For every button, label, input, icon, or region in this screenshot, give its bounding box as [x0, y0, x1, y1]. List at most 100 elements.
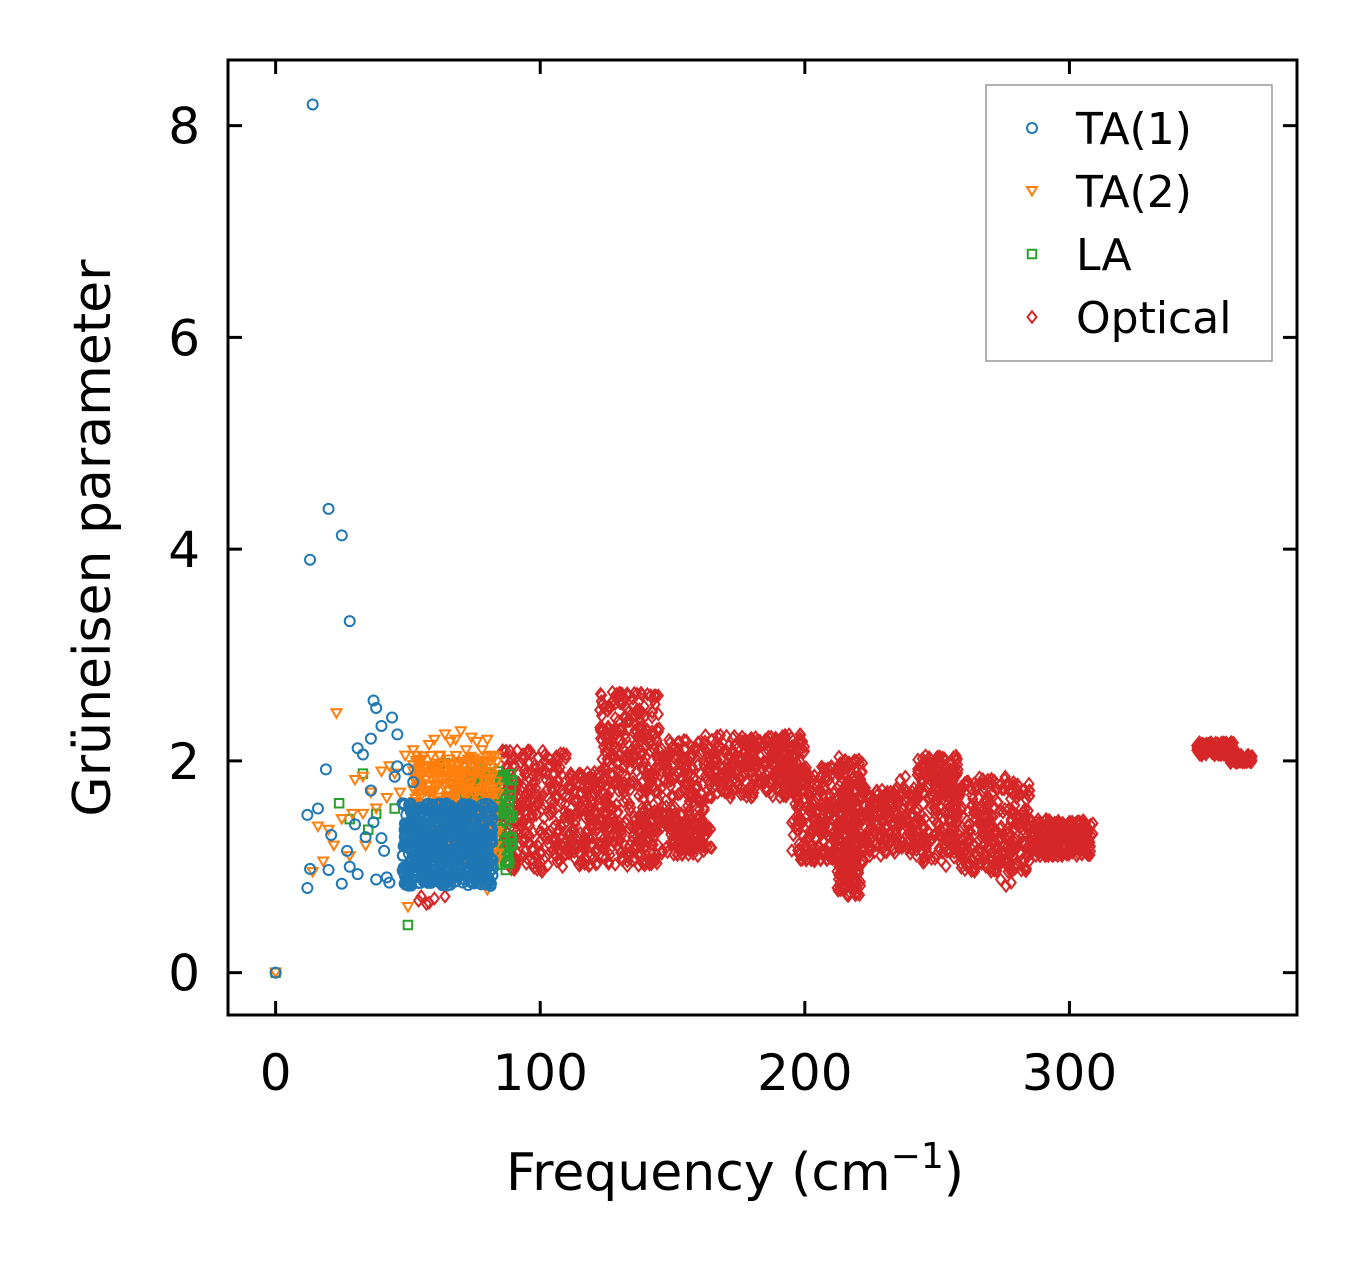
legend-marker — [1025, 186, 1039, 198]
data-point — [542, 857, 554, 873]
data-point — [680, 776, 693, 792]
data-point — [641, 722, 653, 738]
data-point — [607, 776, 620, 792]
data-point — [655, 787, 667, 803]
axis-ticks: 0 100 200 300 0 2 4 6 8 — [168, 60, 1297, 1102]
data-point — [792, 842, 805, 858]
data-point — [677, 823, 690, 839]
data-point — [422, 740, 436, 752]
data-point — [322, 863, 335, 876]
data-point — [547, 784, 559, 800]
data-point — [617, 735, 629, 751]
data-point — [647, 768, 659, 784]
data-point — [364, 787, 378, 800]
data-point — [984, 860, 997, 876]
data-point — [311, 821, 325, 834]
data-point — [599, 768, 611, 784]
data-point — [898, 797, 910, 813]
data-point — [895, 785, 907, 801]
data-point — [711, 741, 724, 756]
data-point — [847, 770, 859, 785]
data-point — [1012, 778, 1025, 794]
data-point — [655, 741, 668, 757]
data-point — [998, 772, 1011, 787]
data-point — [927, 770, 940, 786]
data-point — [843, 757, 856, 772]
data-point — [625, 846, 637, 862]
data-point — [475, 878, 488, 891]
data-point — [591, 855, 604, 871]
data-point — [683, 794, 696, 809]
data-point — [463, 751, 478, 764]
data-point — [630, 763, 643, 779]
data-point — [783, 751, 795, 767]
data-point — [899, 769, 912, 785]
data-point — [335, 529, 348, 542]
data-point — [649, 730, 662, 746]
data-point — [631, 829, 643, 845]
data-point — [687, 793, 700, 809]
data-point — [920, 834, 933, 850]
data-point — [1191, 742, 1203, 758]
data-point — [885, 832, 897, 848]
data-point — [760, 767, 772, 782]
data-point — [1023, 853, 1036, 869]
data-point — [335, 877, 348, 890]
data-point — [465, 871, 478, 884]
data-point — [555, 767, 568, 783]
data-point — [681, 788, 694, 803]
data-point — [956, 820, 969, 836]
data-point — [679, 741, 691, 756]
data-point — [383, 876, 396, 889]
data-point — [1030, 814, 1042, 830]
data-point — [556, 859, 569, 875]
data-point — [1205, 744, 1218, 760]
data-point — [849, 886, 861, 902]
data-point — [333, 797, 345, 809]
data-point — [627, 697, 640, 713]
data-point — [664, 800, 677, 816]
data-point — [1011, 839, 1024, 854]
data-point — [833, 778, 846, 794]
data-point — [370, 701, 383, 714]
data-point — [506, 751, 518, 766]
data-point — [517, 747, 529, 762]
data-point — [896, 833, 909, 849]
data-point — [803, 783, 816, 798]
data-point — [537, 787, 549, 803]
data-point — [768, 755, 781, 771]
data-point — [1003, 857, 1015, 873]
data-point — [787, 827, 800, 843]
data-point — [367, 694, 380, 707]
data-point — [611, 838, 624, 854]
data-point — [970, 780, 983, 796]
data-point — [675, 754, 687, 769]
data-point — [941, 801, 954, 817]
data-point — [489, 776, 504, 789]
data-point — [902, 820, 914, 836]
data-point — [642, 802, 655, 817]
data-point — [787, 813, 800, 829]
data-point — [427, 734, 442, 747]
data-point — [304, 553, 317, 566]
data-point — [794, 846, 807, 862]
data-point — [613, 693, 626, 709]
data-point — [564, 779, 576, 795]
data-point — [402, 919, 414, 931]
data-point — [973, 814, 986, 830]
data-point — [928, 793, 940, 809]
data-point — [564, 826, 576, 842]
data-point — [522, 743, 534, 758]
data-point — [520, 856, 533, 872]
data-point — [895, 840, 908, 856]
data-point — [919, 820, 931, 836]
data-point — [636, 855, 649, 871]
data-point — [816, 843, 828, 859]
data-point — [443, 759, 458, 771]
data-point — [620, 846, 633, 862]
data-point — [874, 837, 886, 853]
data-point — [994, 872, 1007, 887]
data-point — [597, 831, 610, 847]
data-point — [391, 728, 404, 741]
data-point — [415, 889, 427, 904]
